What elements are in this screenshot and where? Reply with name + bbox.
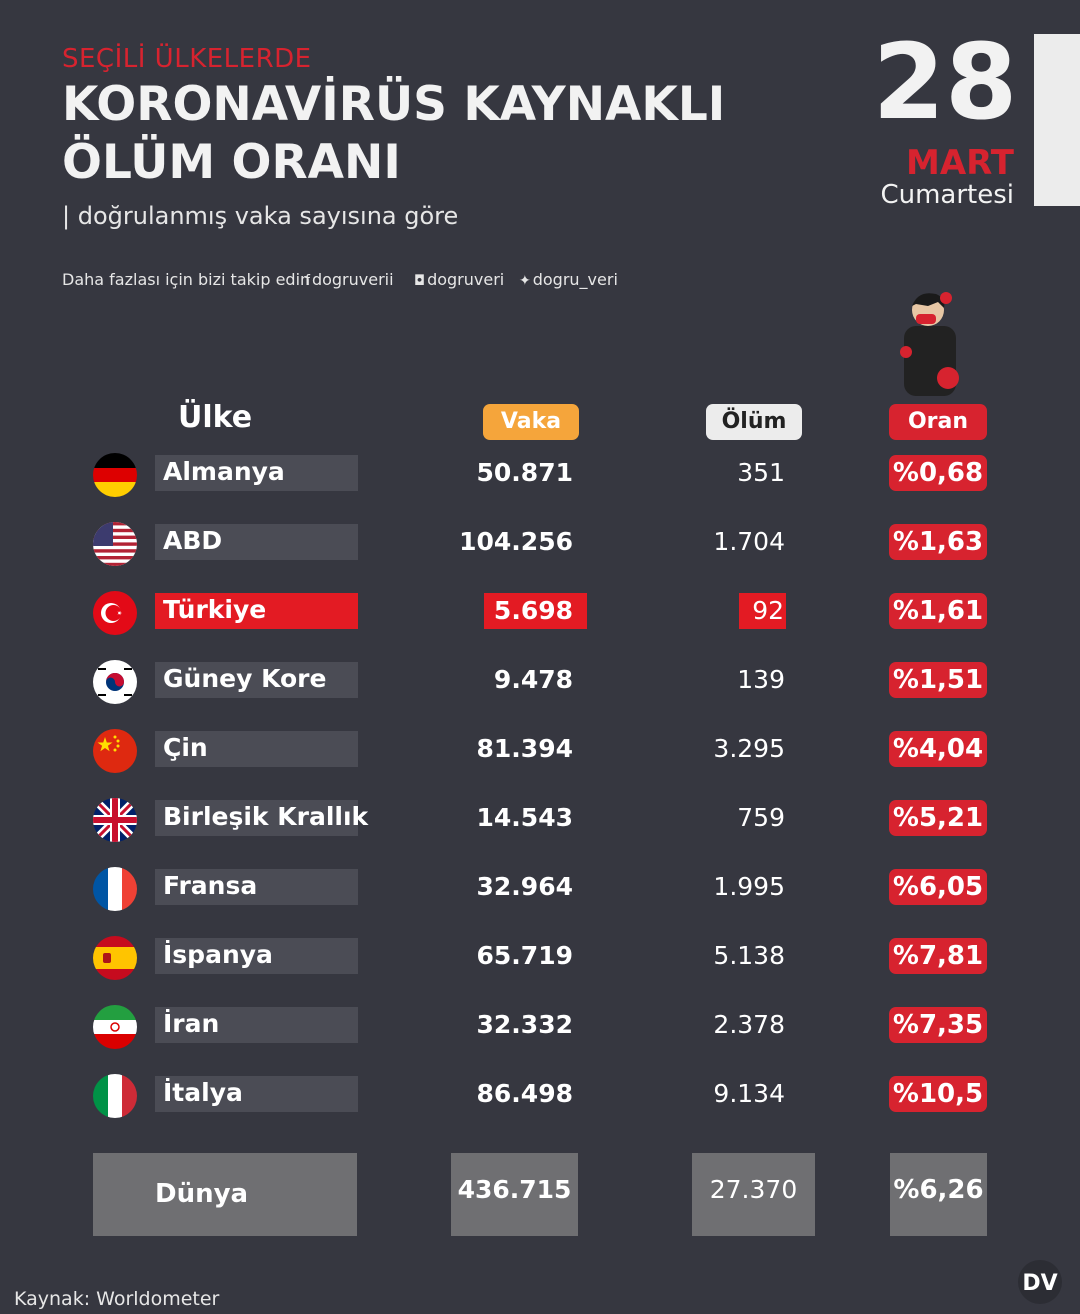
twitter-link[interactable]: ✦ dogru_veri bbox=[519, 270, 618, 289]
masked-person-illustration bbox=[900, 292, 959, 396]
side-bar-decoration bbox=[1034, 34, 1080, 206]
france-flag-icon bbox=[93, 867, 137, 911]
table-row: Güney Kore 9.478 139 %1,51 bbox=[0, 656, 1080, 725]
twitter-handle: dogru_veri bbox=[532, 270, 618, 289]
deaths-value: 92 bbox=[739, 593, 786, 629]
table-row: İtalya 86.498 9.134 %10,5 bbox=[0, 1070, 1080, 1139]
instagram-handle: dogruveri bbox=[427, 270, 505, 289]
title-line-1: KORONAVİRÜS KAYNAKLI bbox=[62, 77, 726, 132]
cases-value: 81.394 bbox=[476, 734, 573, 763]
country-name: Güney Kore bbox=[155, 662, 358, 698]
cases-value: 65.719 bbox=[476, 941, 573, 970]
table-row: Birleşik Krallık 14.543 759 %5,21 bbox=[0, 794, 1080, 863]
subtitle: | doğrulanmış vaka sayısına göre bbox=[62, 202, 459, 230]
cases-value: 86.498 bbox=[476, 1079, 573, 1108]
country-name: Almanya bbox=[155, 455, 358, 491]
rate-badge: %7,81 bbox=[889, 938, 987, 974]
country-name: Birleşik Krallık bbox=[155, 800, 368, 836]
facebook-handle: dogruverii bbox=[311, 270, 394, 289]
table-row: İspanya 65.719 5.138 %7,81 bbox=[0, 932, 1080, 1001]
date-day: 28 bbox=[872, 21, 1018, 143]
iran-flag-icon bbox=[93, 1005, 137, 1049]
deaths-value: 9.134 bbox=[713, 1079, 785, 1108]
cases-value: 32.332 bbox=[476, 1010, 573, 1039]
rate-badge: %0,68 bbox=[889, 455, 987, 491]
cases-value: 9.478 bbox=[493, 665, 573, 694]
rate-badge: %1,61 bbox=[889, 593, 987, 629]
date-month: MART bbox=[906, 143, 1014, 183]
table-row: ABD 104.256 1.704 %1,63 bbox=[0, 518, 1080, 587]
deaths-value: 5.138 bbox=[713, 941, 785, 970]
usa-flag-icon bbox=[93, 522, 137, 566]
germany-flag-icon bbox=[93, 453, 137, 497]
spain-flag-icon bbox=[93, 936, 137, 980]
deaths-value: 351 bbox=[737, 458, 785, 487]
kicker-text: SEÇİLİ ÜLKELERDE bbox=[62, 44, 312, 74]
cases-value: 32.964 bbox=[476, 872, 573, 901]
total-cases: 436.715 bbox=[451, 1153, 578, 1236]
uk-flag-icon bbox=[93, 798, 137, 842]
dv-logo: DV bbox=[1018, 1260, 1062, 1304]
instagram-icon: ◘ bbox=[414, 273, 426, 289]
rate-badge: %1,63 bbox=[889, 524, 987, 560]
table-row: Fransa 32.964 1.995 %6,05 bbox=[0, 863, 1080, 932]
country-name: ABD bbox=[155, 524, 358, 560]
column-header-country: Ülke bbox=[178, 400, 253, 435]
table-row: Almanya 50.871 351 %0,68 bbox=[0, 449, 1080, 518]
country-name: Fransa bbox=[155, 869, 358, 905]
cases-value: 104.256 bbox=[459, 527, 573, 556]
table-row: İran 32.332 2.378 %7,35 bbox=[0, 1001, 1080, 1070]
cases-value: 5.698 bbox=[484, 593, 587, 629]
total-rate: %6,26 bbox=[890, 1153, 987, 1236]
column-header-rate: Oran bbox=[889, 404, 987, 440]
total-deaths: 27.370 bbox=[692, 1153, 815, 1236]
total-label: Dünya bbox=[93, 1153, 357, 1236]
rate-badge: %4,04 bbox=[889, 731, 987, 767]
follow-text: Daha fazlası için bizi takip edin bbox=[62, 270, 311, 289]
title-line-2: ÖLÜM ORANI bbox=[62, 135, 401, 190]
china-flag-icon bbox=[93, 729, 137, 773]
table-row-highlighted: Türkiye 5.698 92 %1,61 bbox=[0, 587, 1080, 656]
country-name: İran bbox=[155, 1007, 358, 1043]
country-name: Türkiye bbox=[155, 593, 358, 629]
rate-badge: %5,21 bbox=[889, 800, 987, 836]
deaths-value: 139 bbox=[737, 665, 785, 694]
country-name: İspanya bbox=[155, 938, 358, 974]
deaths-value: 759 bbox=[737, 803, 785, 832]
table-row: Çin 81.394 3.295 %4,04 bbox=[0, 725, 1080, 794]
deaths-value: 1.704 bbox=[713, 527, 785, 556]
rate-badge: %1,51 bbox=[889, 662, 987, 698]
country-name: İtalya bbox=[155, 1076, 358, 1112]
rate-badge: %6,05 bbox=[889, 869, 987, 905]
cases-value: 50.871 bbox=[476, 458, 573, 487]
italy-flag-icon bbox=[93, 1074, 137, 1118]
page-title: KORONAVİRÜS KAYNAKLI ÖLÜM ORANI bbox=[62, 76, 725, 192]
facebook-link[interactable]: f dogruverii bbox=[305, 270, 394, 289]
deaths-value: 1.995 bbox=[713, 872, 785, 901]
twitter-icon: ✦ bbox=[519, 273, 531, 289]
turkey-flag-icon bbox=[93, 591, 137, 635]
country-name: Çin bbox=[155, 731, 358, 767]
rate-badge: %7,35 bbox=[889, 1007, 987, 1043]
source-text: Kaynak: Worldometer bbox=[14, 1288, 220, 1310]
rate-badge: %10,5 bbox=[889, 1076, 987, 1112]
deaths-value: 3.295 bbox=[713, 734, 785, 763]
facebook-icon: f bbox=[305, 273, 310, 289]
cases-value: 14.543 bbox=[476, 803, 573, 832]
instagram-link[interactable]: ◘ dogruveri bbox=[414, 270, 504, 289]
column-header-deaths: Ölüm bbox=[706, 404, 802, 440]
deaths-value: 2.378 bbox=[713, 1010, 785, 1039]
date-weekday: Cumartesi bbox=[880, 180, 1014, 210]
logo-text: DV bbox=[1022, 1271, 1057, 1296]
south-korea-flag-icon bbox=[93, 660, 137, 704]
column-header-cases: Vaka bbox=[483, 404, 579, 440]
